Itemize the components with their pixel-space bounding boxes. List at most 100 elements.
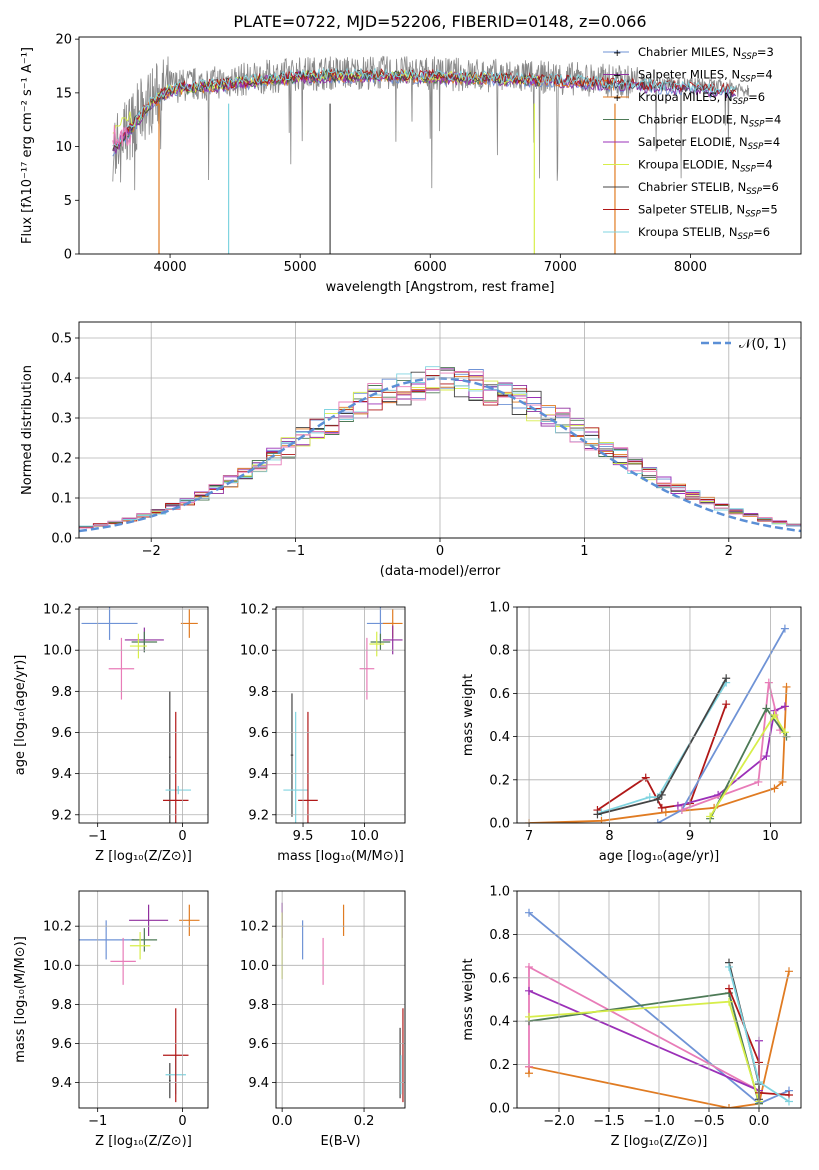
mass-vs-EBV-ytick-label: 10.0 [240, 959, 269, 974]
weight-vs-Z-xlabel: Z [log₁₀(Z/Z⊙)] [611, 1134, 708, 1149]
age-vs-Z-frame [78, 606, 209, 824]
weight-marker [661, 808, 670, 817]
age-vs-Z-ytick-label: 9.4 [51, 767, 72, 782]
age-vs-Z-xtick-label: −1 [88, 829, 107, 844]
age-vs-Z-ytick-label: 9.6 [51, 726, 72, 741]
weight-marker [770, 711, 779, 719]
weight-marker [641, 773, 650, 782]
weight-marker [597, 816, 606, 823]
spectrum-xtick-label: 8000 [674, 260, 707, 275]
legend-text: Salpeter STELIB, N [638, 203, 745, 217]
weight-vs-Z-xtick-label: −1.0 [643, 1114, 675, 1129]
figure-title: PLATE=0722, MJD=52206, FIBERID=0148, z=0… [233, 12, 647, 31]
weight-line [709, 706, 788, 820]
weight-vs-Z-ytick-label: 1.0 [489, 885, 510, 900]
spectrum-ytick-label: 15 [55, 86, 72, 101]
mass-vs-Z-ytick-label: 9.4 [51, 1076, 72, 1091]
residuals-ytick-label: 0.3 [51, 412, 72, 427]
spectrum-model-pink [112, 125, 132, 147]
spectrum-ytick-label: 10 [55, 140, 72, 155]
weight-marker [778, 777, 787, 786]
mass-vs-EBV-xtick-label: 0.0 [272, 1114, 293, 1129]
spectrum-model-chabrier-stelib [112, 68, 737, 151]
age-vs-Z-xtick-label: 0 [178, 829, 186, 844]
legend-text: Salpeter ELODIE, N [638, 135, 748, 149]
mass-vs-Z-ytick-label: 10.2 [43, 920, 72, 935]
legend-tail: =4 [756, 158, 773, 172]
legend-entry: Kroupa STELIB, NSSP=6 [638, 225, 770, 242]
weight-vs-age-ytick-label: 0.4 [489, 730, 510, 745]
legend-sub: SSP [749, 120, 765, 130]
weight-marker [785, 1097, 793, 1106]
weight-vs-Z-frame [516, 890, 802, 1109]
legend-marker: + [613, 71, 621, 82]
weight-line [709, 713, 786, 817]
weight-marker [645, 793, 654, 802]
residuals-ylabel: Normed distribution [20, 365, 35, 495]
age-vs-mass-ytick-label: 9.4 [248, 767, 269, 782]
legend-entry: Chabrier STELIB, NSSP=6 [638, 180, 779, 197]
spectrum-xtick-label: 4000 [154, 260, 187, 275]
age-vs-Z-ylabel: age [log₁₀(age/yr)] [13, 655, 28, 776]
legend-tail: =3 [757, 45, 774, 59]
age-vs-Z-ytick-label: 9.2 [51, 808, 72, 823]
residuals-xlabel: (data-model)/error [380, 564, 501, 579]
weight-vs-Z-ylabel: mass weight [461, 958, 476, 1040]
legend-entry: Chabrier MILES, NSSP=3 [638, 45, 774, 62]
legend-tail: =4 [756, 68, 773, 82]
age-vs-mass-frame [275, 606, 406, 824]
weight-marker [754, 777, 763, 786]
mass-vs-Z-ylabel: mass [log₁₀(M/M⊙)] [13, 936, 28, 1063]
mass-vs-EBV-xlabel: E(B-V) [320, 1134, 360, 1149]
weight-vs-Z-xtick-label: −2.0 [543, 1114, 575, 1129]
legend-sub: SSP [746, 187, 762, 197]
weight-marker [657, 790, 666, 799]
mass-vs-Z-panel: −1 0 9.4 9.6 9.8 10.0 10.2 Z [log₁₀(Z/Z⊙)] mass … [13, 890, 209, 1149]
weight-vs-Z-ytick-label: 0.6 [489, 971, 510, 986]
mass-vs-EBV-plot [281, 902, 404, 1103]
weight-vs-Z-ytick-label: 0.4 [489, 1015, 510, 1030]
weight-marker [657, 803, 666, 812]
weight-vs-Z-xtick-label: −1.5 [593, 1114, 625, 1129]
weight-marker [677, 806, 686, 815]
weight-marker [725, 1104, 733, 1108]
weight-vs-age-panel: 7 8 9 10 0.0 0.2 0.4 0.6 0.8 1.0 age [log₁₀(age/yr… [461, 601, 802, 864]
spectrum-xtick-label: 6000 [414, 260, 447, 275]
weight-marker [525, 986, 533, 995]
mass-vs-Z-xlabel: Z [log₁₀(Z/Z⊙)] [95, 1134, 192, 1149]
weight-marker [722, 674, 731, 683]
mass-vs-Z-ytick-label: 9.8 [51, 998, 72, 1013]
residuals-xtick-label: 0 [436, 544, 444, 559]
weight-vs-Z-ytick-label: 0.2 [489, 1058, 510, 1073]
legend-text: Chabrier STELIB, N [638, 180, 746, 194]
mass-vs-EBV-xtick-label: 0.2 [354, 1114, 375, 1129]
mass-vs-EBV-panel: 0.0 0.2 9.4 9.6 9.8 10.0 10.2 E(B-V) [240, 890, 406, 1149]
mass-vs-Z-ytick-label: 10.0 [43, 959, 72, 974]
legend-text: Kroupa STELIB, N [638, 225, 738, 239]
age-vs-Z-xlabel: Z [log₁₀(Z/Z⊙)] [95, 849, 192, 864]
mass-vs-Z-frame [78, 890, 209, 1109]
weight-marker [780, 624, 789, 633]
weight-vs-age-xlabel: age [log₁₀(age/yr)] [599, 849, 720, 864]
residuals-frame [78, 321, 802, 539]
age-vs-mass-panel: 9.5 10.0 9.2 9.4 9.6 9.8 10.0 10.2 mass [log₁₀(M… [240, 603, 406, 864]
weight-marker [525, 908, 533, 917]
legend-sub: SSP [733, 97, 749, 107]
spectrum-ytick-label: 0 [64, 248, 72, 263]
legend-tail: =5 [761, 203, 778, 217]
legend-sub: SSP [738, 232, 754, 242]
legend-sub: SSP [740, 75, 756, 85]
mass-vs-Z-plot [79, 904, 200, 1103]
spectrum-ytick-label: 20 [55, 33, 72, 48]
weight-vs-age-xtick-label: 10 [762, 829, 779, 844]
weight-line [528, 965, 760, 1092]
legend-tail: =6 [762, 180, 779, 194]
weight-vs-age-frame [516, 606, 802, 824]
legend-entry: Salpeter MILES, NSSP=4 [638, 68, 773, 85]
residuals-panel: −2 −1 0 1 2 0.0 0.1 0.2 0.3 0.4 0.5 (data-model)/er… [20, 321, 802, 579]
legend-text: Salpeter MILES, N [638, 68, 740, 82]
age-vs-mass-ytick-label: 10.2 [240, 603, 269, 618]
weight-vs-Z-ytick-label: 0.8 [489, 928, 510, 943]
residuals-xtick-label: 1 [580, 544, 588, 559]
